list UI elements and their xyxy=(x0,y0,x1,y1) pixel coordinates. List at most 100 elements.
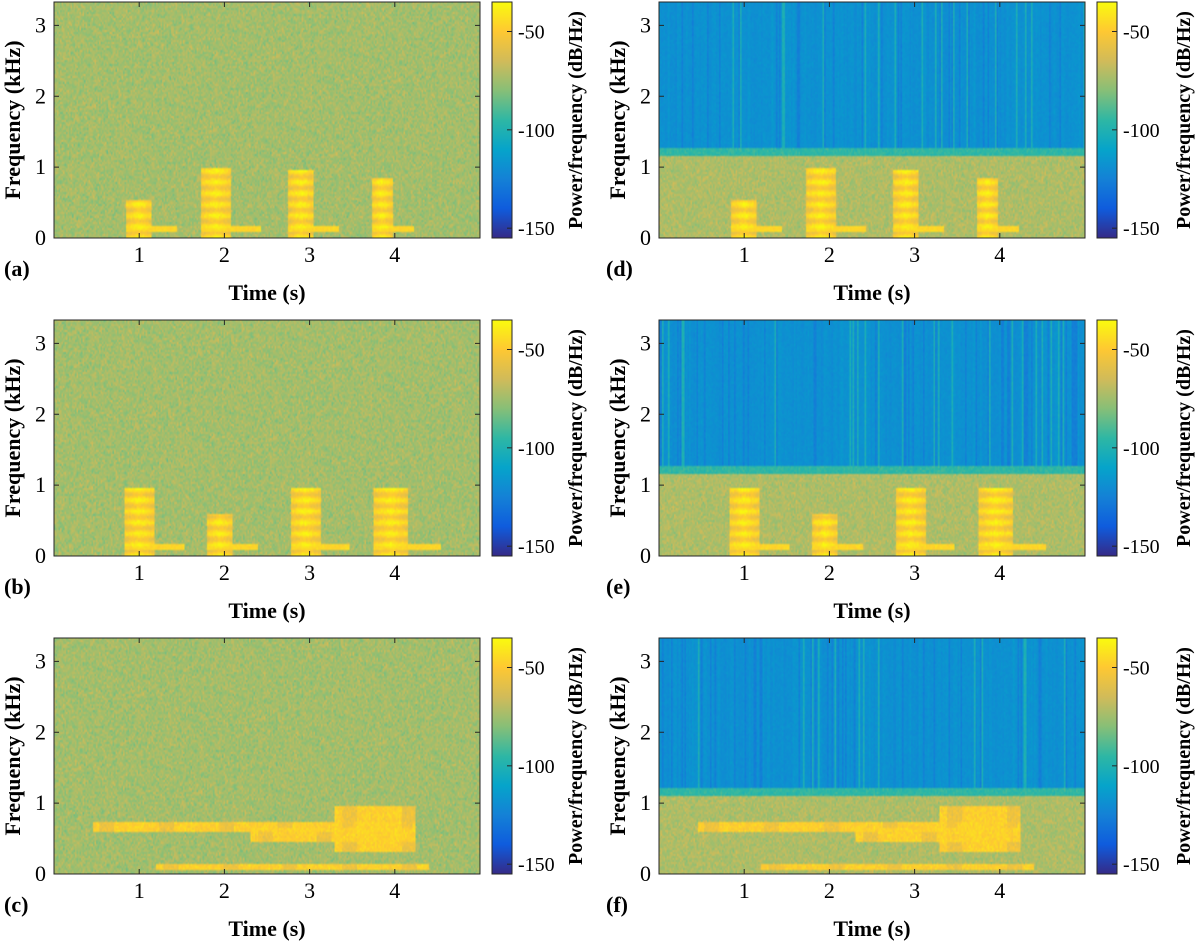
colorbar xyxy=(1096,637,1118,875)
y-tick-label: 0 xyxy=(35,861,46,886)
x-tick-label: 2 xyxy=(219,878,230,903)
colorbar-tick-label: -150 xyxy=(518,218,555,240)
y-tick-label: 0 xyxy=(35,225,46,250)
y-tick-label: 1 xyxy=(640,154,651,179)
y-axis-label: Frequency (kHz) xyxy=(605,358,630,517)
colorbar-tick-label: -100 xyxy=(518,120,555,142)
y-tick-label: 1 xyxy=(35,472,46,497)
colorbar-tick-label: -150 xyxy=(1123,218,1160,240)
spectrogram-panel-b: 1 2 3 4 0 1 2 3 Time (s) Frequency (kHz) (b) -50 -10… xyxy=(0,319,587,623)
spectrogram-heatmap xyxy=(659,638,1085,874)
panel-label: (c) xyxy=(4,892,28,917)
panel-label: (f) xyxy=(606,892,628,917)
y-tick-label: 0 xyxy=(640,543,651,568)
y-axis-label: Frequency (kHz) xyxy=(605,40,630,199)
axes-box xyxy=(53,637,481,875)
colorbar-label: Power/frequency (dB/Hz) xyxy=(565,329,587,547)
y-tick-label: 3 xyxy=(35,12,46,37)
colorbar-label: Power/frequency (dB/Hz) xyxy=(565,647,587,865)
x-tick-label: 1 xyxy=(739,242,750,267)
axes-box xyxy=(658,637,1086,875)
x-tick-label: 4 xyxy=(994,560,1005,585)
spectrogram-heatmap xyxy=(659,2,1085,238)
panel-label: (b) xyxy=(4,574,31,599)
y-axis-label: Frequency (kHz) xyxy=(0,358,25,517)
spectrogram-heatmap xyxy=(54,638,480,874)
x-axis-label: Time (s) xyxy=(833,280,910,305)
axes-box xyxy=(53,1,481,239)
colorbar-tick-label: -150 xyxy=(1123,536,1160,558)
y-axis-label: Frequency (kHz) xyxy=(0,676,25,835)
colorbar xyxy=(491,319,513,557)
colorbar-label: Power/frequency (dB/Hz) xyxy=(565,11,587,229)
y-tick-label: 3 xyxy=(35,330,46,355)
y-tick-label: 0 xyxy=(640,225,651,250)
x-tick-label: 3 xyxy=(304,242,315,267)
y-tick-label: 2 xyxy=(640,719,651,744)
y-tick-label: 1 xyxy=(35,790,46,815)
spectrogram-heatmap xyxy=(54,2,480,238)
axes-box xyxy=(658,319,1086,557)
colorbar-tick-label: -50 xyxy=(518,658,545,680)
axes-box xyxy=(53,319,481,557)
x-tick-label: 3 xyxy=(909,878,920,903)
colorbar-tick-label: -100 xyxy=(518,756,555,778)
colorbar-tick-label: -100 xyxy=(1123,756,1160,778)
y-tick-label: 1 xyxy=(640,472,651,497)
x-tick-label: 4 xyxy=(389,878,400,903)
spectrogram-heatmap xyxy=(659,320,1085,556)
y-tick-label: 3 xyxy=(640,12,651,37)
spectrogram-panel-f: 1 2 3 4 0 1 2 3 Time (s) Frequency (kHz) (f) -50 -10… xyxy=(605,637,1195,941)
colorbar-tick-label: -50 xyxy=(1123,22,1150,44)
colorbar xyxy=(491,1,513,239)
x-tick-label: 1 xyxy=(739,560,750,585)
y-tick-label: 2 xyxy=(640,83,651,108)
x-tick-label: 3 xyxy=(304,560,315,585)
x-tick-label: 1 xyxy=(134,878,145,903)
x-tick-label: 3 xyxy=(909,560,920,585)
y-tick-label: 3 xyxy=(640,330,651,355)
axes-box xyxy=(658,1,1086,239)
y-tick-label: 3 xyxy=(640,648,651,673)
colorbar-tick-label: -100 xyxy=(1123,120,1160,142)
x-tick-label: 4 xyxy=(994,878,1005,903)
x-tick-label: 2 xyxy=(219,242,230,267)
y-tick-label: 2 xyxy=(35,83,46,108)
y-axis-label: Frequency (kHz) xyxy=(605,676,630,835)
y-tick-label: 1 xyxy=(640,790,651,815)
spectrogram-panel-a: 1 2 3 4 0 1 2 3 Time (s) Frequency (kHz) (a) -50 -10… xyxy=(0,1,587,305)
colorbar-tick-label: -100 xyxy=(518,438,555,460)
colorbar-tick-label: -100 xyxy=(1123,438,1160,460)
x-axis-label: Time (s) xyxy=(228,916,305,941)
x-tick-label: 4 xyxy=(389,560,400,585)
x-tick-label: 4 xyxy=(994,242,1005,267)
panel-label: (d) xyxy=(606,256,633,281)
y-tick-label: 2 xyxy=(35,401,46,426)
y-tick-label: 2 xyxy=(640,401,651,426)
colorbar xyxy=(1096,319,1118,557)
x-axis-label: Time (s) xyxy=(228,280,305,305)
x-tick-label: 1 xyxy=(739,878,750,903)
x-tick-label: 2 xyxy=(824,560,835,585)
x-tick-label: 1 xyxy=(134,560,145,585)
spectrogram-panel-e: 1 2 3 4 0 1 2 3 Time (s) Frequency (kHz) (e) -50 -10… xyxy=(605,319,1195,623)
x-tick-label: 1 xyxy=(134,242,145,267)
y-tick-label: 1 xyxy=(35,154,46,179)
colorbar-label: Power/frequency (dB/Hz) xyxy=(1173,647,1195,865)
colorbar-tick-label: -150 xyxy=(518,536,555,558)
x-axis-label: Time (s) xyxy=(833,916,910,941)
colorbar-tick-label: -50 xyxy=(1123,340,1150,362)
x-tick-label: 2 xyxy=(824,242,835,267)
y-tick-label: 2 xyxy=(35,719,46,744)
colorbar-tick-label: -50 xyxy=(518,22,545,44)
colorbar-tick-label: -50 xyxy=(1123,658,1150,680)
y-tick-label: 3 xyxy=(35,648,46,673)
y-tick-label: 0 xyxy=(35,543,46,568)
spectrogram-panel-d: 1 2 3 4 0 1 2 3 Time (s) Frequency (kHz) (d) -50 -10… xyxy=(605,1,1195,305)
colorbar-label: Power/frequency (dB/Hz) xyxy=(1173,11,1195,229)
colorbar xyxy=(1096,1,1118,239)
colorbar xyxy=(491,637,513,875)
colorbar-tick-label: -150 xyxy=(518,854,555,876)
x-tick-label: 2 xyxy=(824,878,835,903)
